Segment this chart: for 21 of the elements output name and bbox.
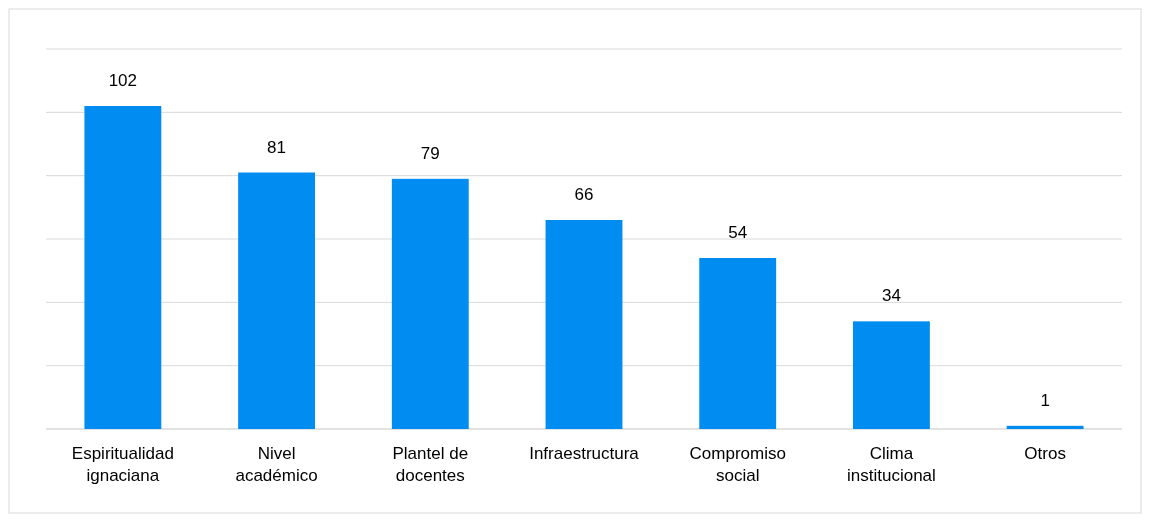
bar — [1006, 425, 1084, 429]
x-tick-label: Otros — [1024, 444, 1066, 463]
data-label: 81 — [267, 137, 287, 157]
data-label: 79 — [420, 143, 440, 163]
data-label: 1 — [1040, 390, 1050, 410]
data-label: 102 — [108, 71, 138, 90]
x-tick-label: Nivel académico — [235, 444, 318, 485]
bar — [238, 172, 315, 429]
bar — [699, 258, 777, 429]
data-label: 66 — [574, 185, 594, 204]
data-label: 34 — [881, 286, 901, 306]
bar — [853, 321, 930, 429]
x-tick-label: Compromiso social — [689, 444, 786, 485]
x-tick-label: Plantel de docentes — [392, 444, 469, 485]
x-tick-label: Clima institucional — [847, 444, 936, 485]
x-tick-label: Infraestructura — [529, 444, 640, 463]
bar — [391, 178, 469, 429]
bar — [545, 220, 623, 429]
data-label: 54 — [728, 223, 748, 242]
bar — [84, 106, 162, 429]
x-tick-label: Espiritualidad ignaciana — [71, 444, 174, 485]
